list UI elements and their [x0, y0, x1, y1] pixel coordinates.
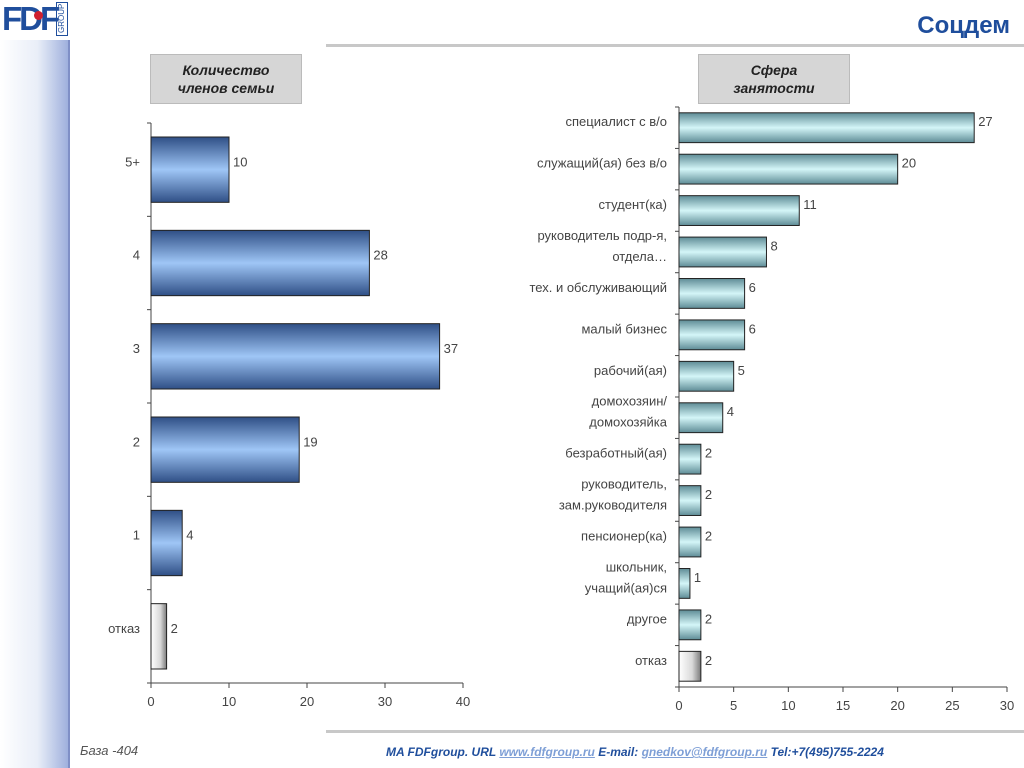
x-tick-label: 30 — [1000, 698, 1014, 713]
category-label: отдела… — [612, 249, 667, 264]
footer-email-link[interactable]: gnedkov@fdfgroup.ru — [641, 745, 768, 759]
x-tick-label: 25 — [945, 698, 959, 713]
data-label: 11 — [803, 197, 817, 212]
data-label: 10 — [233, 154, 247, 169]
top-divider — [326, 44, 1024, 47]
category-label: 1 — [133, 528, 140, 543]
data-label: 37 — [444, 341, 458, 356]
category-label: руководитель, — [581, 477, 667, 492]
bar — [678, 278, 746, 309]
category-label: отказ — [108, 621, 140, 636]
category-label: 3 — [133, 341, 140, 356]
footer-prefix: MA FDFgroup. URL — [386, 745, 500, 759]
category-label: отказ — [635, 653, 667, 668]
category-label: 2 — [133, 434, 140, 449]
x-tick-label: 20 — [300, 694, 314, 709]
footer-contacts: MA FDFgroup. URL www.fdfgroup.ru E-mail:… — [386, 745, 884, 759]
footer-url-link[interactable]: www.fdfgroup.ru — [499, 745, 595, 759]
x-tick-label: 0 — [147, 694, 154, 709]
category-label: домохозяин/ — [592, 394, 668, 409]
left-chart: 0 10 20 30 40 10 5+ 28 4 37 3 19 2 4 1 2 отказ — [108, 122, 470, 709]
x-tick-label: 40 — [456, 694, 470, 709]
page-title: Соцдем — [917, 12, 1010, 39]
bar — [150, 323, 441, 390]
x-tick-label: 15 — [836, 698, 850, 713]
x-tick-label: 20 — [890, 698, 904, 713]
data-label: 2 — [705, 487, 712, 502]
bar — [678, 360, 735, 392]
category-label: студент(ка) — [599, 197, 667, 212]
category-label: другое — [627, 611, 667, 626]
data-label: 8 — [770, 239, 777, 254]
category-label: служащий(ая) без в/о — [537, 156, 667, 171]
bar — [678, 568, 691, 599]
base-note: База -404 — [80, 743, 139, 758]
bar — [678, 236, 767, 268]
right-chart-title: Сфера занятости — [698, 54, 850, 104]
bar — [678, 112, 975, 144]
category-label: школьник, — [606, 559, 667, 574]
bar — [678, 443, 702, 475]
data-label: 6 — [749, 280, 756, 295]
x-tick-label: 30 — [378, 694, 392, 709]
logo-side-box: GROUP — [56, 2, 68, 36]
data-label: 2 — [705, 529, 712, 544]
data-label: 20 — [902, 156, 916, 171]
data-label: 6 — [749, 321, 756, 336]
bar — [678, 526, 702, 558]
bar — [678, 195, 800, 226]
x-tick-label: 0 — [675, 698, 682, 713]
data-label: 4 — [727, 404, 734, 419]
logo-dot — [34, 11, 43, 20]
category-label: малый бизнес — [581, 321, 667, 336]
bar — [678, 153, 899, 185]
left-decor-strip — [0, 0, 70, 768]
data-label: 19 — [303, 434, 317, 449]
category-label: безработный(ая) — [565, 446, 667, 461]
bar — [150, 136, 230, 203]
x-tick-label: 10 — [222, 694, 236, 709]
bar — [150, 229, 370, 297]
bar — [678, 650, 702, 682]
bar — [678, 609, 702, 641]
category-label: пенсионер(ка) — [581, 529, 667, 544]
bar — [150, 603, 168, 670]
x-tick-label: 10 — [781, 698, 795, 713]
company-logo: FDF GROUP — [0, 0, 70, 40]
logo-text: FDF — [2, 0, 60, 37]
footer-tel: Tel:+7(495)755-2224 — [767, 745, 884, 759]
bar — [678, 402, 724, 434]
data-label: 2 — [705, 653, 712, 668]
x-tick-label: 5 — [730, 698, 737, 713]
category-label: учащий(ая)ся — [585, 580, 667, 595]
bottom-divider — [326, 730, 1024, 733]
data-label: 28 — [373, 248, 387, 263]
category-label: 5+ — [125, 154, 140, 169]
data-label: 27 — [978, 114, 992, 129]
category-label: специалист с в/о — [566, 114, 667, 129]
right-chart-title-text: Сфера занятости — [733, 62, 815, 96]
data-label: 2 — [705, 611, 712, 626]
bar — [678, 485, 702, 516]
category-label: домохозяйка — [589, 415, 668, 430]
data-label: 4 — [186, 528, 193, 543]
bar — [678, 319, 746, 351]
data-label: 5 — [738, 363, 745, 378]
category-label: тех. и обслуживающий — [529, 280, 667, 295]
footer-email-label: E-mail: — [594, 745, 642, 759]
data-label: 2 — [705, 446, 712, 461]
category-label: руководитель подр-я, — [537, 228, 667, 243]
data-label: 2 — [171, 621, 178, 636]
data-label: 1 — [694, 570, 701, 585]
bar — [150, 509, 183, 577]
bar — [150, 416, 300, 483]
left-chart-title-text: Количество членов семьи — [177, 62, 275, 96]
left-chart-title: Количество членов семьи — [150, 54, 302, 104]
category-label: 4 — [133, 248, 140, 263]
category-label: зам.руководителя — [559, 498, 667, 513]
category-label: рабочий(ая) — [594, 363, 667, 378]
